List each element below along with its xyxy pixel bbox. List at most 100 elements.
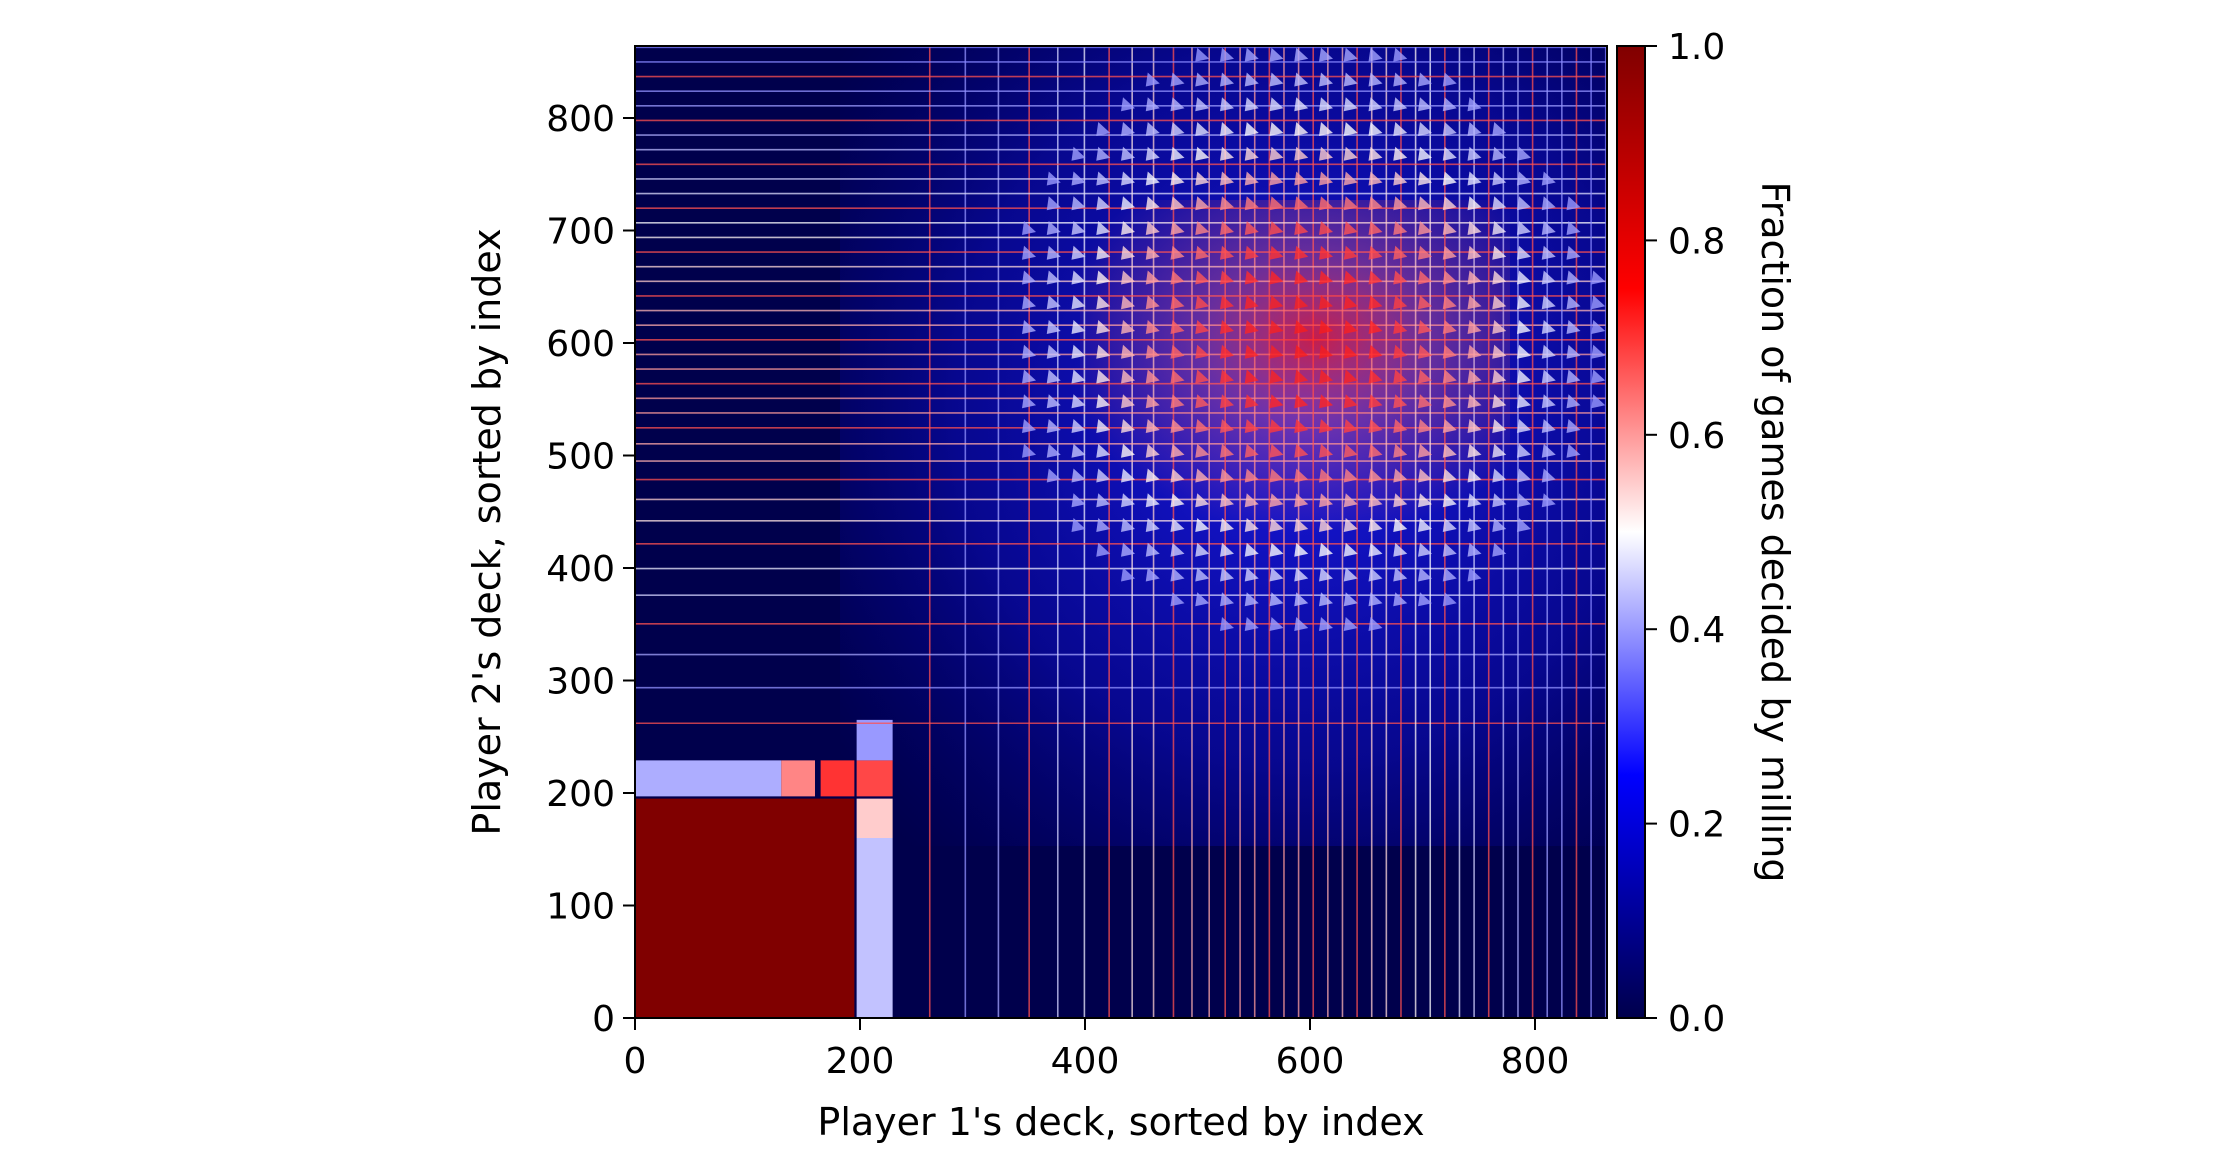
heatmap-cell-mark — [1022, 221, 1036, 235]
x-tick-label: 400 — [1051, 1041, 1120, 1082]
heatmap-block — [820, 760, 855, 797]
heatmap-cell-mark — [1269, 567, 1284, 582]
heatmap-cell-mark — [1566, 245, 1581, 260]
heatmap-cell-mark — [1393, 146, 1408, 161]
heatmap-cell-mark — [1022, 369, 1036, 384]
heatmap-cell-mark — [1517, 344, 1531, 359]
heatmap-cell-mark — [1244, 592, 1259, 607]
y-axis-ticks: 0 100 200 300 400 500 600 700 800 — [546, 99, 635, 1040]
heatmap-cell-mark — [1319, 146, 1333, 161]
heatmap-cell-mark — [1368, 542, 1383, 557]
x-tick-label: 200 — [826, 1041, 895, 1082]
heatmap-cell-mark — [1121, 567, 1135, 582]
heatmap-cell-mark — [1319, 567, 1333, 582]
heatmap-cell-mark — [1220, 171, 1234, 186]
colorbar-tick-label: 0.0 — [1668, 999, 1725, 1040]
heatmap-cell-mark — [1220, 542, 1234, 557]
y-tick-label: 100 — [546, 887, 615, 928]
heatmap-cell-mark — [1442, 592, 1457, 607]
heatmap-cell-mark — [1046, 394, 1061, 409]
y-tick-label: 400 — [546, 549, 615, 590]
heatmap-cell-mark — [1393, 47, 1408, 62]
heatmap-cell-mark — [1244, 171, 1259, 186]
heatmap-cell-mark — [1541, 171, 1556, 186]
heatmap-cell-mark — [1022, 344, 1036, 359]
heatmap-cell-mark — [1467, 567, 1482, 582]
heatmap-cell-mark — [1467, 97, 1482, 112]
heatmap-cell-mark — [1467, 146, 1482, 161]
heatmap-cell-mark — [1195, 171, 1210, 186]
x-axis-ticks: 0 200 400 600 800 — [624, 1018, 1570, 1082]
y-tick-label: 600 — [546, 324, 615, 365]
heatmap-cell-mark — [1022, 394, 1036, 409]
heatmap-cell-mark — [1170, 97, 1185, 112]
heatmap-cell-mark — [1096, 122, 1111, 136]
heatmap-cell-mark — [1517, 245, 1531, 260]
heatmap-cell-mark — [1418, 97, 1432, 112]
heatmap-cell-mark — [1294, 617, 1309, 631]
heatmap-cell-mark — [1566, 295, 1581, 310]
heatmap-cell-mark — [1046, 344, 1061, 359]
heatmap-cell-mark — [1368, 146, 1383, 161]
heatmap-cell-mark — [1244, 47, 1259, 62]
heatmap-cell-mark — [1591, 295, 1606, 310]
heatmap-cell-mark — [1368, 72, 1383, 87]
heatmap-cell-mark — [1343, 47, 1358, 62]
heatmap-cell-mark — [1170, 171, 1185, 186]
heatmap-cell-mark — [1492, 146, 1507, 161]
heatmap-block — [635, 798, 855, 1018]
heatmap-cell-mark — [1442, 567, 1457, 582]
y-tick-label: 200 — [546, 774, 615, 815]
colorbar-tick-label: 0.8 — [1668, 221, 1725, 262]
heatmap-cell-mark — [1368, 567, 1383, 582]
heatmap-cell-mark — [1121, 542, 1135, 557]
heatmap-block — [856, 798, 893, 838]
heatmap-cell-mark — [1046, 369, 1061, 384]
heatmap-cell-mark — [1096, 542, 1111, 557]
heatmap-cell-mark — [1343, 146, 1358, 161]
heatmap-cell-mark — [1393, 171, 1408, 186]
heatmap-cell-mark — [1269, 592, 1284, 607]
heatmap-cell-mark — [1442, 171, 1457, 186]
heatmap-cell-mark — [1046, 171, 1061, 186]
heatmap-cell-mark — [1442, 122, 1457, 136]
heatmap-cell-mark — [1591, 270, 1606, 285]
heatmap-cell-mark — [1294, 171, 1309, 186]
heatmap-cell-mark — [1517, 443, 1531, 458]
heatmap-cell-mark — [1442, 72, 1457, 87]
heatmap-cell-mark — [1343, 122, 1358, 136]
heatmap-cell-mark — [1121, 97, 1135, 112]
heatmap-block — [856, 719, 893, 761]
y-tick-label: 0 — [592, 999, 615, 1040]
heatmap-cell-mark — [1145, 567, 1160, 582]
heatmap-cell-mark — [1393, 567, 1408, 582]
heatmap-cell-mark — [1269, 122, 1284, 136]
heatmap-cell-mark — [1145, 122, 1160, 136]
heatmap-cell-mark — [1442, 146, 1457, 161]
heatmap-cell-mark — [1343, 592, 1358, 607]
heatmap-cell-mark — [1195, 146, 1210, 161]
colorbar-tick-label: 1.0 — [1668, 27, 1725, 68]
heatmap-cell-mark — [1541, 468, 1556, 483]
x-tick-label: 800 — [1501, 1041, 1570, 1082]
heatmap-red-hotspot — [1080, 200, 1510, 530]
heatmap-cell-mark — [1442, 542, 1457, 557]
colorbar-tick-label: 0.6 — [1668, 416, 1725, 457]
heatmap-cell-mark — [1170, 542, 1185, 557]
heatmap-cell-mark — [1368, 592, 1383, 607]
heatmap-cell-mark — [1294, 97, 1309, 112]
heatmap-cell-mark — [1517, 270, 1531, 285]
heatmap-cell-mark — [1220, 72, 1234, 87]
heatmap-cell-mark — [1541, 196, 1556, 211]
heatmap-cell-mark — [1294, 146, 1309, 161]
x-axis-label: Player 1's deck, sorted by index — [817, 1100, 1424, 1144]
heatmap-cell-mark — [1294, 47, 1309, 62]
heatmap-cell-mark — [1566, 196, 1581, 211]
heatmap-cell-mark — [1442, 97, 1457, 112]
heatmap-cell-mark — [1244, 617, 1259, 631]
heatmap-cell-mark — [1319, 47, 1333, 62]
heatmap-cell-mark — [1046, 245, 1061, 260]
heatmap-cell-mark — [1368, 171, 1383, 186]
heatmap-cell-mark — [1517, 320, 1531, 334]
heatmap-cell-mark — [1170, 146, 1185, 161]
